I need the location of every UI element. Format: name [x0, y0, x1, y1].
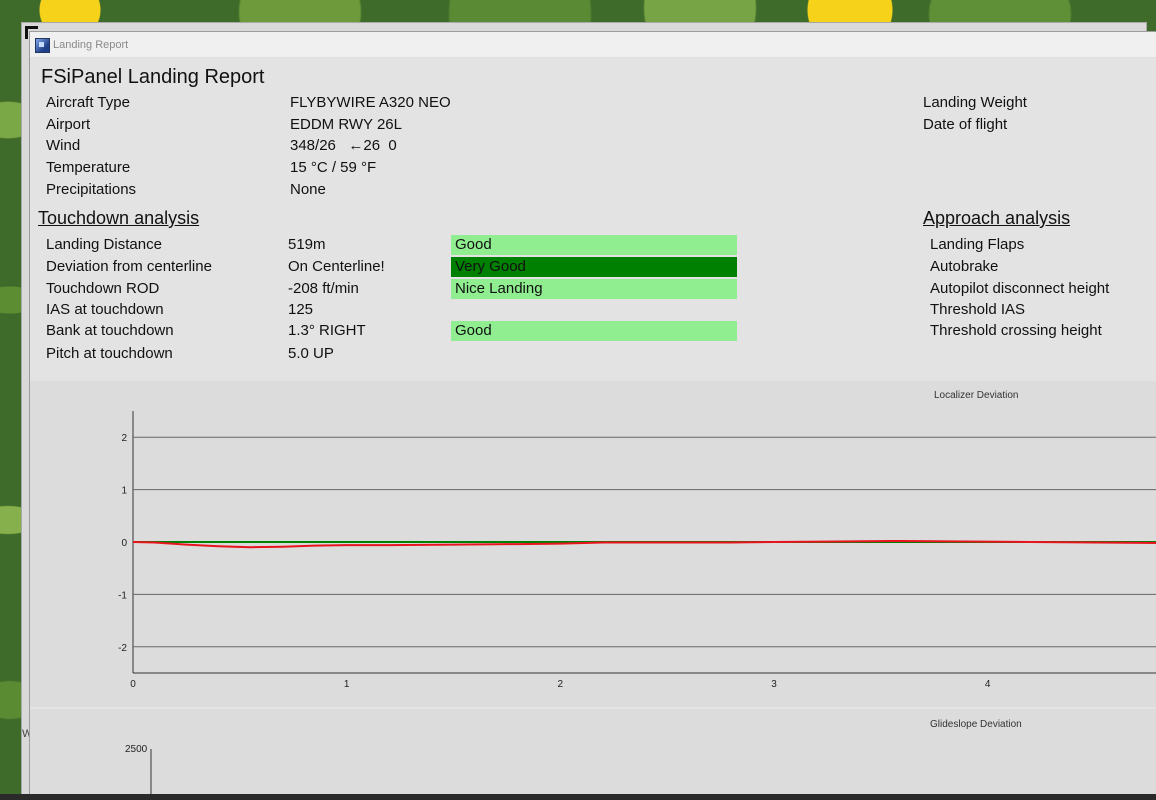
localizer-x-tick-label: 3	[771, 679, 777, 690]
touchdown-label-bank: Bank at touchdown	[46, 322, 174, 339]
localizer-y-tick-label: 2	[121, 433, 127, 444]
approach-label-threshold-ias: Threshold IAS	[930, 301, 1026, 318]
approach-label-landing-flaps: Landing Flaps	[930, 236, 1025, 253]
info-value-airport: EDDM RWY 26L	[290, 116, 402, 133]
info-label-airport: Airport	[46, 116, 91, 133]
localizer-y-tick-label: 0	[121, 538, 127, 549]
glideslope-chart	[150, 749, 152, 795]
localizer-chart-title: Localizer Deviation	[934, 390, 1019, 401]
touchdown-rating-landing-distance: Good	[451, 235, 737, 255]
info-label-precipitations: Precipitations	[46, 181, 137, 198]
touchdown-analysis-heading: Touchdown analysis	[38, 208, 200, 228]
info-value-temperature: 15 °C / 59 °F	[290, 159, 377, 176]
localizer-x-tick-label: 4	[985, 679, 991, 690]
landing-report-window: Landing Report FSiPanel Landing Report A…	[29, 31, 1156, 795]
info-value-precipitations: None	[290, 181, 326, 198]
taskbar	[0, 794, 1156, 800]
glideslope-y-tick: 2500	[125, 744, 148, 755]
touchdown-value-ias: 125	[288, 301, 314, 318]
approach-analysis-heading: Approach analysis	[923, 208, 1071, 228]
touchdown-value-centerline-deviation: On Centerline!	[288, 258, 385, 275]
touchdown-label-centerline-deviation: Deviation from centerline	[46, 258, 212, 275]
localizer-y-tick-label: 1	[121, 486, 127, 497]
localizer-deviation-line	[132, 539, 1156, 549]
window-title: Landing Report	[53, 39, 129, 51]
info-label-wind: Wind	[46, 137, 81, 154]
approach-label-autobrake: Autobrake	[930, 258, 999, 275]
report-title: FSiPanel Landing Report	[41, 66, 265, 88]
touchdown-label-pitch: Pitch at touchdown	[46, 345, 173, 362]
title-bar[interactable]: Landing Report	[30, 32, 1156, 58]
touchdown-rating-centerline-deviation: Very Good	[451, 257, 737, 277]
info-label-aircraft-type: Aircraft Type	[46, 94, 130, 111]
touchdown-value-pitch: 5.0 UP	[288, 345, 334, 362]
touchdown-value-rod: -208 ft/min	[288, 280, 359, 297]
localizer-x-tick-label: 1	[344, 679, 350, 690]
touchdown-label-ias: IAS at touchdown	[46, 301, 164, 318]
approach-label-autopilot-disconnect: Autopilot disconnect height	[930, 280, 1110, 297]
localizer-y-tick-label: -1	[118, 590, 127, 601]
info-value-aircraft-type: FLYBYWIRE A320 NEO	[290, 94, 451, 111]
localizer-x-tick-label: 0	[130, 679, 136, 690]
info-value-wind: 348/26 ←26 0	[290, 137, 397, 154]
glideslope-chart-panel: Glideslope Deviation 2500	[30, 709, 1156, 795]
glideslope-chart-title: Glideslope Deviation	[930, 719, 1022, 730]
touchdown-rating-rod: Nice Landing	[451, 279, 737, 299]
touchdown-value-bank: 1.3° RIGHT	[288, 322, 366, 339]
app-icon	[35, 38, 50, 53]
touchdown-label-landing-distance: Landing Distance	[46, 236, 162, 253]
resize-corner-icon	[25, 26, 38, 39]
touchdown-value-landing-distance: 519m	[288, 236, 326, 253]
touchdown-label-rod: Touchdown ROD	[46, 280, 160, 297]
localizer-y-tick-label: -2	[118, 643, 127, 654]
background-window-label: W	[22, 728, 33, 740]
info-label-landing-weight: Landing Weight	[923, 94, 1027, 111]
localizer-x-tick-label: 2	[558, 679, 564, 690]
info-label-date-of-flight: Date of flight	[923, 116, 1008, 133]
localizer-chart-panel: Localizer Deviation 2 1 0 -1 -2 0 1 2 3 4	[30, 381, 1156, 707]
approach-label-threshold-height: Threshold crossing height	[930, 322, 1102, 339]
localizer-chart: 2 1 0 -1 -2 0 1 2 3 4	[118, 411, 1156, 690]
touchdown-rating-bank: Good	[451, 321, 737, 341]
info-label-temperature: Temperature	[46, 159, 131, 176]
